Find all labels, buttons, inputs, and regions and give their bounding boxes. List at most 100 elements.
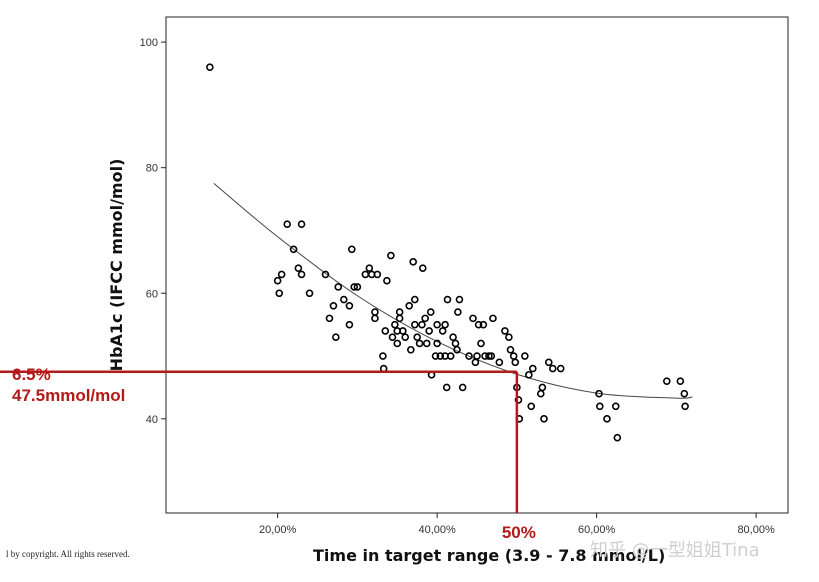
plot-frame (165, 16, 789, 514)
data-point (329, 302, 338, 310)
data-point (353, 283, 362, 291)
data-point (529, 364, 537, 373)
data-point (283, 220, 292, 228)
data-point (540, 415, 548, 423)
data-point (407, 345, 415, 354)
data-point (206, 63, 214, 72)
copyright-note: l by copyright. All rights reserved. (6, 549, 130, 559)
data-point (473, 352, 481, 360)
data-point (371, 314, 379, 323)
data-point (446, 352, 455, 360)
data-point (361, 270, 370, 279)
data-point (556, 364, 565, 373)
data-point (453, 345, 461, 354)
data-point (350, 283, 358, 291)
data-point (433, 339, 441, 348)
data-point (348, 245, 356, 254)
data-point (474, 320, 483, 329)
data-point (334, 283, 343, 291)
data-point (458, 383, 467, 392)
data-point (436, 352, 445, 360)
annotation-x-label: 50% (502, 523, 536, 542)
data-point (514, 396, 523, 404)
data-point (365, 264, 374, 272)
data-point (297, 220, 306, 228)
data-point (391, 320, 399, 329)
data-point (383, 276, 391, 285)
trend-curve (213, 182, 693, 399)
data-point (431, 352, 440, 360)
annotation-percent-label: 6.5% (12, 365, 51, 384)
data-point (465, 352, 473, 360)
data-point (321, 270, 330, 279)
data-point (373, 270, 382, 279)
data-point (381, 327, 390, 335)
data-point (410, 320, 419, 329)
data-point (443, 295, 452, 304)
data-point (511, 358, 520, 367)
data-point (489, 314, 497, 323)
data-point (596, 402, 604, 411)
data-point (479, 320, 488, 329)
data-point (332, 333, 340, 342)
data-point (676, 377, 685, 385)
data-point (438, 327, 447, 335)
data-point (409, 258, 418, 266)
data-point (477, 339, 485, 348)
data-point (405, 302, 414, 310)
data-point (525, 371, 533, 379)
data-point (521, 352, 529, 360)
y-tick-label: 60 (146, 288, 158, 300)
data-point (536, 389, 545, 398)
data-point (455, 295, 464, 304)
x-tick-label: 40,00% (418, 524, 456, 536)
data-point (487, 352, 496, 360)
data-point (345, 320, 354, 329)
data-point (388, 333, 397, 342)
x-tick-label: 20,00% (259, 524, 297, 536)
data-point (451, 339, 460, 348)
data-point (289, 245, 298, 254)
x-axis-title: Time in target range (3.9 - 7.8 mmol/L) (313, 546, 665, 565)
data-point (441, 320, 449, 329)
data-point (469, 314, 477, 323)
data-point (544, 358, 553, 367)
data-point (442, 383, 451, 392)
data-point (387, 251, 395, 260)
data-point (294, 264, 303, 272)
data-point (345, 302, 354, 310)
data-point (340, 295, 348, 304)
data-point (425, 327, 433, 335)
data-point (305, 289, 314, 298)
data-point (422, 339, 431, 348)
x-tick-label: 80,00% (737, 524, 775, 536)
data-point (297, 270, 306, 279)
annotation-lines (0, 370, 519, 513)
data-point (426, 308, 435, 316)
data-point (681, 402, 689, 411)
y-axis-title: HbA1c (IFCC mmol/mol) (107, 159, 126, 372)
data-point (393, 339, 402, 348)
data-point (505, 333, 513, 342)
data-point (485, 352, 493, 360)
data-point (421, 314, 429, 323)
data-point (395, 308, 404, 316)
data-point (410, 295, 419, 304)
x-axis-ticks: 20,00% 40,00% 60,00% 80,00% (259, 513, 775, 536)
data-point (418, 264, 427, 272)
data-point (395, 314, 404, 323)
data-point (379, 352, 387, 360)
data-point (401, 333, 410, 342)
data-point (277, 270, 286, 279)
data-point (613, 433, 622, 442)
data-point (449, 333, 457, 342)
data-point (275, 289, 284, 298)
data-point (415, 339, 424, 348)
data-point (509, 352, 518, 360)
data-point (662, 377, 671, 385)
data-point (506, 345, 515, 354)
data-point (495, 358, 504, 367)
data-point (501, 327, 509, 335)
